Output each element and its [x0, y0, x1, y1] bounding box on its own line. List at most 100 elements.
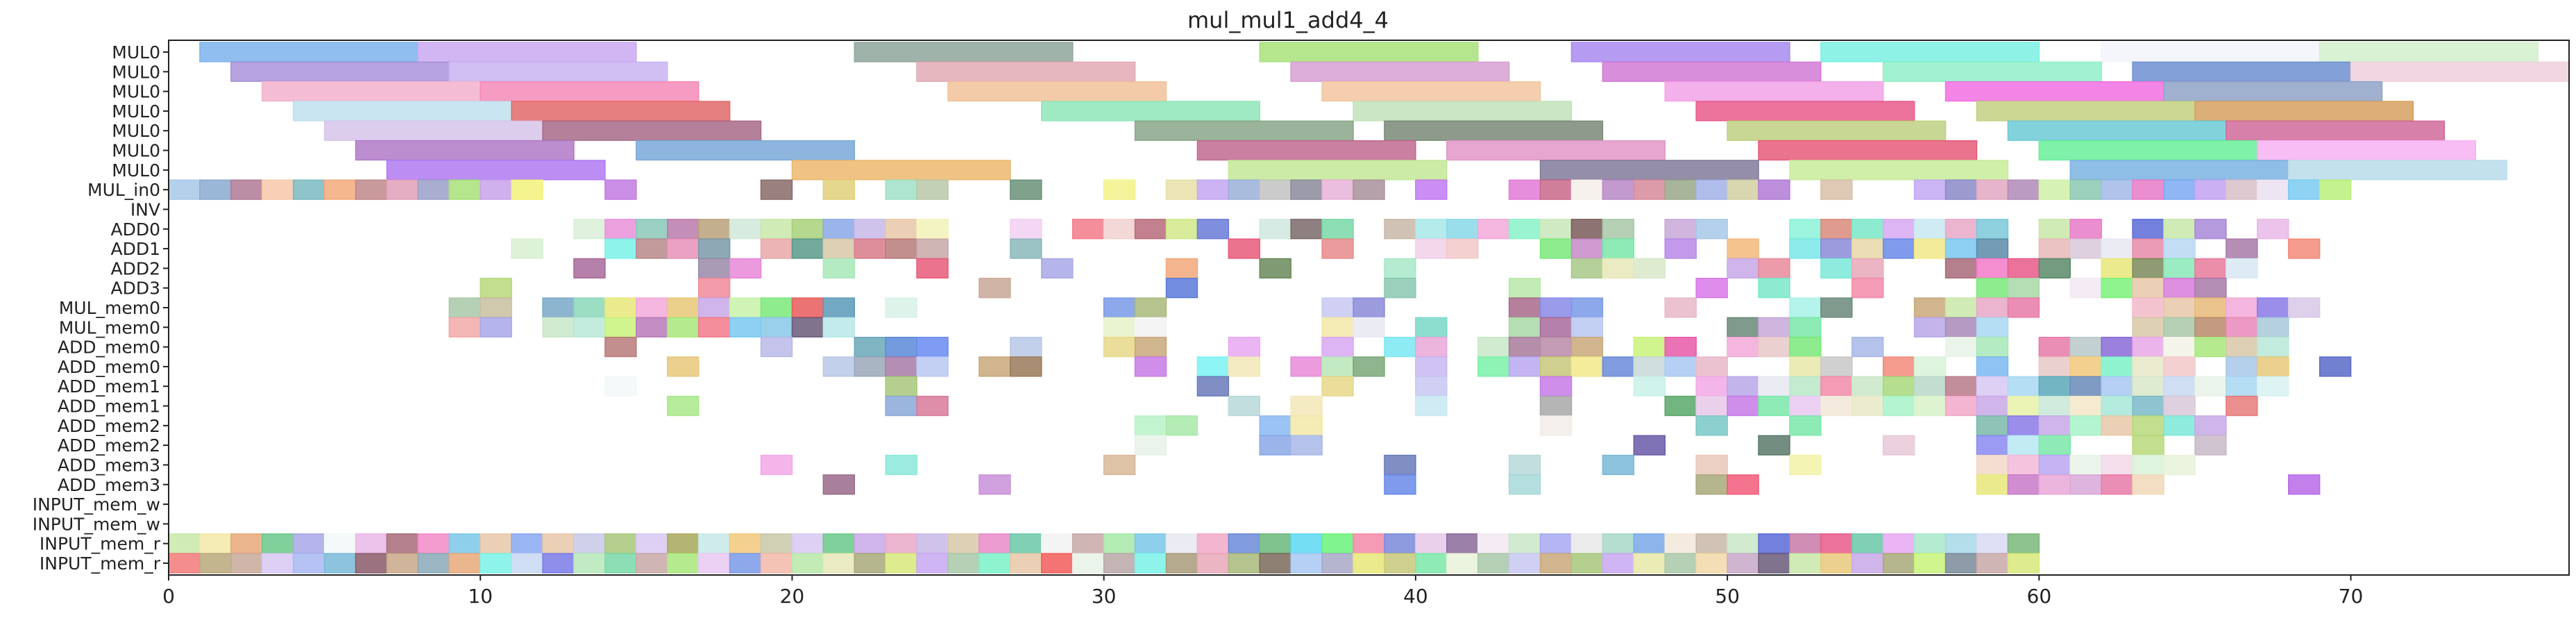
ytick-label: MUL_mem0 — [59, 298, 160, 318]
gantt-bar — [230, 179, 263, 200]
gantt-bar — [1976, 179, 2009, 200]
gantt-bar — [2132, 238, 2164, 259]
ytick-label: ADD_mem0 — [58, 357, 160, 377]
gantt-bar — [2132, 317, 2164, 338]
gantt-bar — [1789, 356, 1822, 377]
gantt-bar — [978, 533, 1011, 554]
gantt-bar — [947, 533, 980, 554]
gantt-bar — [1321, 336, 1354, 358]
gantt-bar — [1539, 356, 1573, 377]
gantt-bar — [1695, 376, 1728, 397]
gantt-bar — [1727, 336, 1759, 358]
gantt-bar — [978, 474, 1011, 495]
gantt-bar — [1321, 356, 1354, 377]
gantt-bar — [230, 553, 263, 574]
gantt-bar — [1976, 258, 2009, 279]
gantt-bar — [1508, 219, 1541, 240]
gantt-bar — [542, 297, 575, 318]
ytick-label: MUL_in0 — [87, 180, 160, 200]
gantt-bar — [822, 317, 856, 338]
gantt-bar — [2226, 238, 2258, 259]
gantt-bar — [667, 533, 700, 554]
gantt-bar — [1695, 395, 1728, 417]
gantt-bar — [1353, 553, 1385, 574]
gantt-bar — [1913, 179, 1947, 200]
gantt-bar — [2194, 415, 2227, 436]
gantt-bar — [1695, 415, 1728, 436]
gantt-bar — [1820, 356, 1853, 377]
gantt-bar — [2194, 317, 2227, 338]
gantt-bar — [1415, 179, 1448, 200]
gantt-bar — [1944, 81, 2164, 102]
gantt-bar — [1134, 297, 1167, 318]
gantt-bar — [1602, 454, 1635, 476]
gantt-bar — [604, 297, 637, 318]
gantt-bar — [2287, 160, 2507, 181]
gantt-bar — [1415, 553, 1448, 574]
gantt-bar — [1477, 336, 1510, 358]
gantt-bar — [573, 533, 606, 554]
gantt-bar — [511, 238, 543, 259]
gantt-bar — [697, 258, 731, 279]
gantt-bar — [2038, 356, 2071, 377]
gantt-bar — [1852, 278, 1884, 299]
gantt-bar — [1165, 278, 1198, 299]
gantt-bar — [760, 533, 793, 554]
gantt-bar — [2287, 474, 2321, 495]
gantt-bar — [2226, 258, 2258, 279]
gantt-bar — [2007, 415, 2040, 436]
gantt-bar — [1539, 395, 1573, 417]
gantt-bar — [791, 219, 824, 240]
gantt-bar — [1103, 179, 1136, 200]
gantt-bar — [1944, 258, 1978, 279]
gantt-bar — [1134, 356, 1167, 377]
gantt-bar — [822, 258, 856, 279]
gantt-bar — [604, 533, 637, 554]
gantt-bar — [822, 553, 856, 574]
gantt-bar — [2194, 376, 2227, 397]
gantt-bar — [1010, 238, 1042, 259]
ytick-label: MUL_mem0 — [59, 317, 160, 338]
gantt-bar — [1321, 317, 1354, 338]
gantt-bar — [667, 395, 700, 417]
gantt-bar — [1384, 120, 1604, 141]
gantt-bar — [355, 533, 388, 554]
gantt-bar — [791, 317, 824, 338]
gantt-bar — [1103, 219, 1136, 240]
gantt-bar — [1820, 553, 1853, 574]
gantt-bar — [1415, 395, 1448, 417]
gantt-bar — [2038, 454, 2071, 476]
gantt-bar — [2038, 238, 2071, 259]
gantt-bar — [1353, 356, 1385, 377]
gantt-bar — [573, 219, 606, 240]
ytick-label: ADD_mem1 — [58, 397, 160, 417]
bars-layer — [168, 42, 2570, 574]
gantt-bar — [1321, 376, 1354, 397]
gantt-bar — [916, 61, 1136, 82]
ytick-label: ADD2 — [110, 258, 160, 278]
gantt-bar — [2038, 395, 2071, 417]
gantt-bar — [1913, 533, 1947, 554]
gantt-bar — [1976, 101, 2196, 122]
gantt-bar — [2163, 376, 2196, 397]
gantt-bar — [1228, 179, 1261, 200]
ytick-label: MUL0 — [112, 160, 160, 181]
gantt-bar — [1602, 356, 1635, 377]
gantt-bar — [1852, 376, 1884, 397]
gantt-bar — [1446, 533, 1479, 554]
gantt-bar — [1134, 533, 1167, 554]
gantt-bar — [448, 61, 668, 82]
gantt-bar — [1415, 238, 1448, 259]
gantt-bar — [199, 179, 232, 200]
gantt-bar — [978, 553, 1011, 574]
ytick-label: MUL0 — [112, 121, 160, 141]
gantt-bar — [1321, 297, 1354, 318]
gantt-bar — [480, 553, 512, 574]
xtick-label: 30 — [1092, 585, 1117, 608]
gantt-bar — [1196, 219, 1230, 240]
gantt-bar — [1259, 42, 1479, 62]
gantt-bar — [1789, 219, 1822, 240]
gantt-bar — [573, 258, 606, 279]
gantt-bar — [885, 219, 917, 240]
gantt-bar — [854, 336, 886, 358]
